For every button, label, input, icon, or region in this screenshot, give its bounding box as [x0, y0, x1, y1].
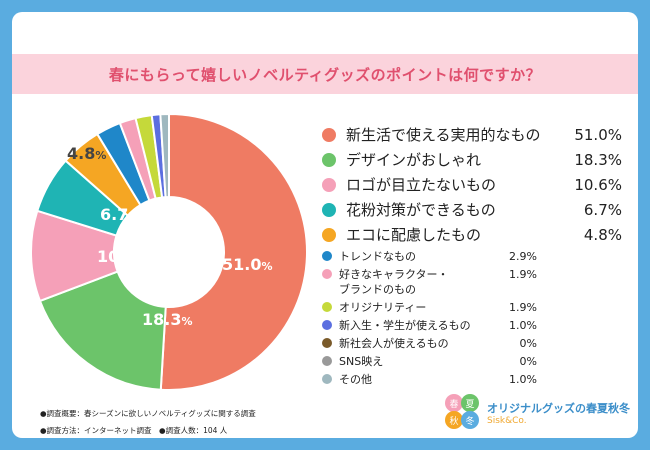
legend-item: デザインがおしゃれ 18.3%	[322, 147, 622, 172]
legend-item: 花粉対策ができるもの 6.7%	[322, 197, 622, 222]
legend-value: 1.0%	[509, 373, 537, 386]
legend-value: 4.8%	[583, 225, 622, 244]
slice-value-label: 4.8%	[67, 144, 106, 163]
legend-minor: トレンドなもの 2.9% 好きなキャラクター・ ブランドのもの 1.9% オリジナリティ…	[322, 249, 537, 390]
legend-label: トレンドなもの	[339, 250, 416, 263]
legend-label: 花粉対策ができるもの	[346, 201, 496, 219]
legend-dot-icon	[322, 338, 332, 348]
legend-dot-icon	[322, 320, 332, 330]
legend-label: 新社会人が使えるもの	[339, 337, 449, 350]
logo-char-autumn: 秋	[449, 415, 458, 427]
slice-value-label: 18.3%	[142, 310, 193, 329]
legend-item: オリジナリティー 1.9%	[322, 300, 537, 315]
legend-label: オリジナリティー	[339, 301, 427, 314]
legend-value: 1.9%	[509, 268, 537, 281]
legend-dot-icon	[322, 302, 332, 312]
survey-notes: ●調査概要：春シーズンに欲しいノベルティグッズに関する調査 ●調査方法：インター…	[40, 405, 256, 438]
donut-chart: 51.0% 18.3% 10.6% 6.7% 4.8%	[30, 112, 308, 391]
survey-method: ●調査方法：インターネット調査 ●調査人数：104 人	[40, 426, 228, 435]
legend-label: 新入生・学生が使えるもの	[339, 319, 471, 332]
logo-name: オリジナルグッズの春夏秋冬	[487, 402, 630, 415]
legend-dot-icon	[322, 251, 332, 261]
brand-logo: 春 夏 秋 冬 オリジナルグッズの春夏秋冬 Sisk&Co.	[442, 392, 632, 432]
legend-label: その他	[339, 373, 372, 386]
chart-title: 春にもらって嬉しいノベルティグッズのポイントは何ですか？	[108, 65, 542, 84]
legend-item: エコに配慮したもの 4.8%	[322, 222, 622, 247]
legend-item: 新入生・学生が使えるもの 1.0%	[322, 318, 537, 333]
legend-value: 2.9%	[509, 250, 537, 263]
slice-value-label: 6.7%	[100, 205, 139, 224]
legend-item: 好きなキャラクター・ ブランドのもの 1.9%	[322, 267, 537, 297]
legend-value: 0%	[519, 355, 537, 368]
legend-value: 1.0%	[509, 319, 537, 332]
legend-dot-icon	[322, 152, 336, 167]
season-circles-icon: 春 夏 秋 冬	[445, 394, 479, 429]
legend-value: 10.6%	[574, 175, 622, 194]
legend-major: 新生活で使える実用的なもの 51.0% デザインがおしゃれ 18.3% ロゴが目立たない…	[322, 122, 622, 247]
legend-item: トレンドなもの 2.9%	[322, 249, 537, 264]
logo-sub: Sisk&Co.	[487, 416, 527, 426]
legend-value: 18.3%	[574, 150, 622, 169]
legend-value: 6.7%	[583, 200, 622, 219]
legend-value: 0%	[519, 337, 537, 350]
legend-label: デザインがおしゃれ	[346, 151, 482, 169]
survey-overview: ●調査概要：春シーズンに欲しいノベルティグッズに関する調査	[40, 409, 256, 418]
pie-slice	[159, 112, 308, 391]
legend-label: 好きなキャラクター・ ブランドのもの	[339, 268, 449, 296]
legend-dot-icon	[322, 177, 336, 192]
logo-char-summer: 夏	[465, 399, 474, 410]
legend-dot-icon	[322, 356, 332, 366]
legend-label: SNS映え	[339, 355, 384, 368]
pie-slice	[159, 112, 170, 199]
pie-slice	[38, 270, 167, 391]
infographic-card: 春にもらって嬉しいノベルティグッズのポイントは何ですか？ 51.0% 18.3% 1…	[12, 12, 638, 438]
legend-dot-icon	[322, 227, 336, 242]
legend-label: 新生活で使える実用的なもの	[346, 126, 541, 144]
legend-item: SNS映え 0%	[322, 354, 537, 369]
legend-item: 新社会人が使えるもの 0%	[322, 336, 537, 351]
logo-char-winter: 冬	[465, 415, 474, 427]
legend-item: 新生活で使える実用的なもの 51.0%	[322, 122, 622, 147]
legend-label: エコに配慮したもの	[346, 226, 482, 244]
slice-value-label: 51.0%	[222, 255, 273, 274]
title-banner: 春にもらって嬉しいノベルティグッズのポイントは何ですか？	[12, 54, 638, 94]
legend-dot-icon	[322, 269, 332, 279]
legend-dot-icon	[322, 374, 332, 384]
legend-dot-icon	[322, 202, 336, 217]
slice-value-label: 10.6%	[97, 247, 148, 266]
legend-value: 51.0%	[574, 125, 622, 144]
legend-item: その他 1.0%	[322, 372, 537, 387]
legend-item: ロゴが目立たないもの 10.6%	[322, 172, 622, 197]
logo-char-spring: 春	[449, 398, 458, 410]
legend-dot-icon	[322, 127, 336, 142]
legend-value: 1.9%	[509, 301, 537, 314]
legend-label: ロゴが目立たないもの	[346, 176, 497, 194]
